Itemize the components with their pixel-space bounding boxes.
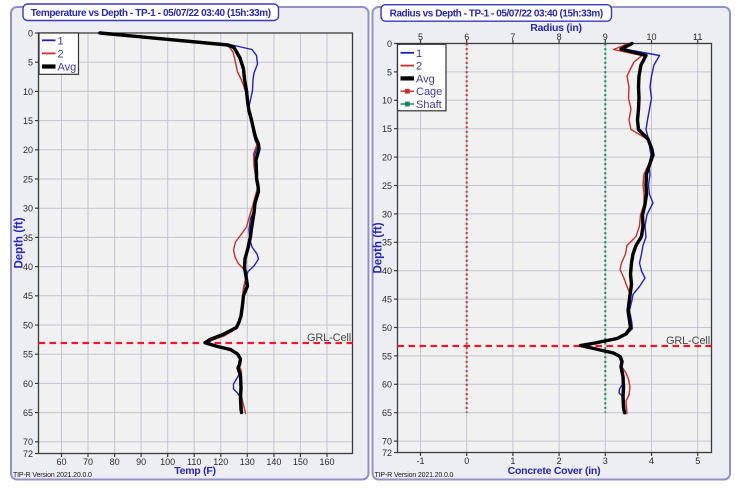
svg-text:30: 30 bbox=[23, 204, 33, 214]
svg-text:15: 15 bbox=[23, 116, 33, 126]
svg-text:Radius (in): Radius (in) bbox=[530, 22, 582, 34]
svg-text:7: 7 bbox=[510, 32, 515, 42]
svg-text:5: 5 bbox=[695, 456, 700, 466]
svg-text:Radius vs Depth - TP-1 - 05/07: Radius vs Depth - TP-1 - 05/07/22 03:40 … bbox=[390, 9, 603, 20]
svg-text:Avg: Avg bbox=[416, 73, 435, 85]
svg-text:160: 160 bbox=[319, 457, 334, 467]
svg-text:20: 20 bbox=[23, 145, 33, 155]
svg-text:80: 80 bbox=[110, 457, 120, 467]
svg-text:72: 72 bbox=[23, 449, 33, 459]
svg-text:10: 10 bbox=[646, 32, 656, 42]
svg-text:60: 60 bbox=[56, 457, 66, 467]
svg-text:150: 150 bbox=[293, 457, 308, 467]
svg-text:10: 10 bbox=[23, 87, 33, 97]
svg-text:TIP-R Version 2021.20.0.0: TIP-R Version 2021.20.0.0 bbox=[13, 472, 92, 479]
svg-text:9: 9 bbox=[603, 32, 608, 42]
svg-text:Temperature vs Depth - TP-1 -: Temperature vs Depth - TP-1 - 05/07/22 0… bbox=[31, 8, 271, 19]
svg-text:10: 10 bbox=[382, 96, 392, 106]
svg-text:Avg: Avg bbox=[58, 62, 77, 74]
svg-text:60: 60 bbox=[23, 379, 33, 389]
svg-text:0: 0 bbox=[387, 39, 392, 49]
svg-text:65: 65 bbox=[382, 408, 392, 418]
svg-text:3: 3 bbox=[603, 456, 608, 466]
svg-text:30: 30 bbox=[382, 209, 392, 219]
svg-text:35: 35 bbox=[382, 238, 392, 248]
svg-text:55: 55 bbox=[23, 350, 33, 360]
svg-text:-1: -1 bbox=[416, 456, 424, 466]
svg-text:70: 70 bbox=[83, 457, 93, 467]
svg-text:5: 5 bbox=[418, 32, 423, 42]
svg-text:65: 65 bbox=[23, 408, 33, 418]
svg-text:5: 5 bbox=[387, 67, 392, 77]
svg-text:70: 70 bbox=[23, 437, 33, 447]
svg-text:15: 15 bbox=[382, 124, 392, 134]
svg-text:2: 2 bbox=[58, 48, 64, 60]
svg-text:GRL-Cell: GRL-Cell bbox=[666, 335, 710, 347]
svg-text:100: 100 bbox=[160, 457, 175, 467]
svg-text:6: 6 bbox=[464, 32, 469, 42]
svg-text:35: 35 bbox=[23, 233, 33, 243]
svg-text:25: 25 bbox=[23, 174, 33, 184]
svg-text:50: 50 bbox=[382, 323, 392, 333]
svg-text:5: 5 bbox=[28, 58, 33, 68]
svg-text:45: 45 bbox=[23, 291, 33, 301]
svg-text:50: 50 bbox=[23, 320, 33, 330]
svg-text:2: 2 bbox=[416, 61, 422, 73]
svg-text:110: 110 bbox=[187, 457, 201, 467]
svg-text:Depth (ft): Depth (ft) bbox=[14, 217, 26, 268]
svg-text:2: 2 bbox=[557, 456, 562, 466]
svg-text:72: 72 bbox=[382, 448, 392, 458]
svg-text:11: 11 bbox=[693, 32, 702, 42]
svg-text:40: 40 bbox=[382, 266, 392, 276]
svg-text:140: 140 bbox=[266, 457, 281, 467]
svg-text:1: 1 bbox=[416, 48, 422, 60]
svg-text:120: 120 bbox=[213, 457, 228, 467]
svg-text:1: 1 bbox=[58, 35, 64, 47]
svg-text:20: 20 bbox=[382, 153, 392, 163]
svg-text:4: 4 bbox=[649, 456, 654, 466]
svg-text:TIP-R Version 2021.20.0.0: TIP-R Version 2021.20.0.0 bbox=[375, 472, 454, 479]
svg-text:8: 8 bbox=[557, 32, 562, 42]
svg-text:Cage: Cage bbox=[416, 86, 442, 98]
svg-text:90: 90 bbox=[136, 457, 146, 467]
svg-text:55: 55 bbox=[382, 351, 392, 361]
svg-text:Concrete Cover (in): Concrete Cover (in) bbox=[508, 465, 601, 477]
svg-text:Depth (ft): Depth (ft) bbox=[373, 222, 385, 273]
svg-text:0: 0 bbox=[28, 28, 33, 38]
svg-text:40: 40 bbox=[23, 262, 33, 272]
svg-text:1: 1 bbox=[510, 456, 515, 466]
svg-text:70: 70 bbox=[382, 437, 392, 447]
svg-text:45: 45 bbox=[382, 295, 392, 305]
svg-text:0: 0 bbox=[464, 456, 469, 466]
svg-text:25: 25 bbox=[382, 181, 392, 191]
svg-text:60: 60 bbox=[382, 380, 392, 390]
svg-text:Shaft: Shaft bbox=[416, 99, 442, 111]
svg-text:GRL-Cell: GRL-Cell bbox=[307, 332, 351, 344]
svg-text:130: 130 bbox=[240, 457, 255, 467]
svg-text:Temp (F): Temp (F) bbox=[174, 465, 216, 477]
